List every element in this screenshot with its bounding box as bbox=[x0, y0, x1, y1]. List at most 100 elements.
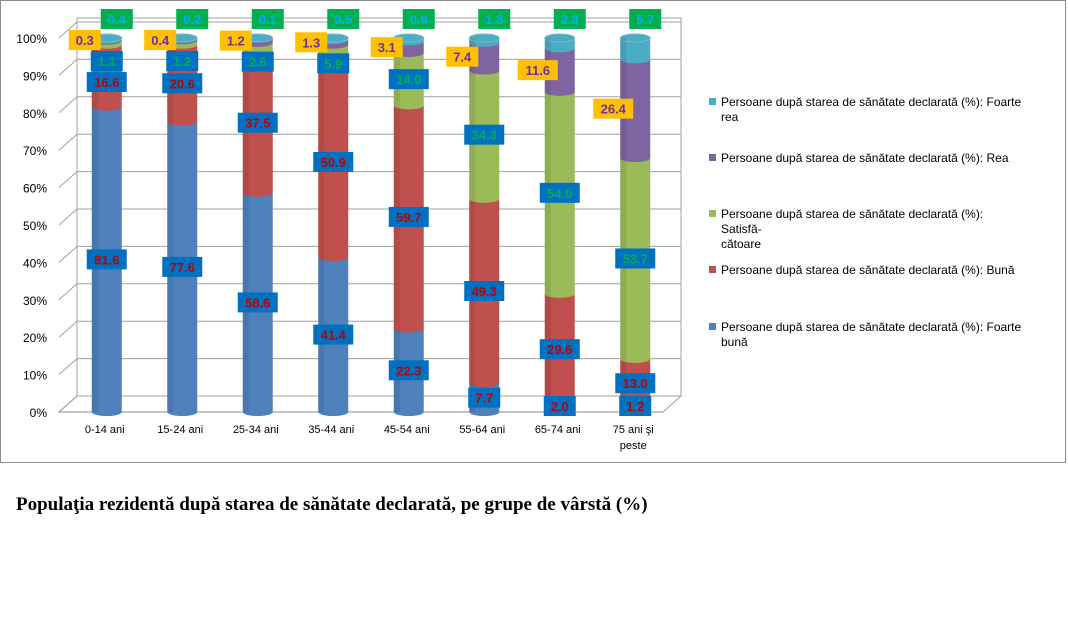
x-tick-label: 0-14 ani bbox=[85, 424, 125, 436]
bar-shade bbox=[91, 38, 98, 412]
data-label-box bbox=[402, 9, 435, 29]
data-label: 37.5 bbox=[245, 116, 270, 131]
chart-area: 0% 10% 20% 30% 40% 50% 60% 70% 80% 90% 100% 81.6 16.… bbox=[0, 0, 1066, 463]
data-label-box bbox=[370, 37, 403, 58]
y-tick-label: 50% bbox=[23, 219, 47, 233]
legend-label: cătoare bbox=[721, 237, 761, 251]
data-label-box bbox=[553, 9, 586, 29]
data-label-box bbox=[478, 9, 511, 29]
data-label-box bbox=[144, 30, 177, 50]
bar-shade bbox=[242, 38, 249, 412]
data-label: 1.3 bbox=[302, 35, 320, 50]
data-label-box bbox=[388, 360, 429, 381]
x-tick-label: peste bbox=[620, 440, 647, 452]
data-label-box bbox=[388, 206, 429, 227]
data-label-box bbox=[317, 53, 350, 74]
y-tick-label: 100% bbox=[16, 32, 47, 46]
data-label: 5.9 bbox=[324, 56, 342, 71]
legend-marker bbox=[709, 323, 716, 330]
data-label: 0.4 bbox=[151, 33, 170, 48]
x-tick-label: 15-24 ani bbox=[157, 424, 203, 436]
data-label-box bbox=[166, 51, 199, 71]
data-label-box bbox=[446, 46, 479, 67]
bar-shade bbox=[167, 38, 174, 412]
data-label: 16.6 bbox=[94, 75, 119, 90]
legend-label: Persoane după starea de sănătate declara… bbox=[721, 263, 1015, 277]
data-label-box bbox=[629, 9, 662, 29]
data-label: 41.4 bbox=[321, 328, 347, 343]
data-label: 3.1 bbox=[378, 40, 396, 55]
data-label: 0.1 bbox=[259, 12, 277, 27]
data-label: 0.4 bbox=[108, 12, 127, 27]
bar-top bbox=[619, 33, 651, 43]
bar-shade bbox=[318, 38, 325, 412]
data-label-box bbox=[539, 182, 580, 203]
data-label: 5.7 bbox=[636, 12, 654, 27]
data-label-box bbox=[295, 32, 328, 53]
data-label: 53.7 bbox=[623, 251, 648, 266]
y-tick-label: 20% bbox=[23, 331, 47, 345]
bar-shade bbox=[544, 38, 551, 412]
data-label-box bbox=[464, 124, 505, 145]
data-label-box bbox=[237, 292, 278, 313]
x-tick-label: 75 ani şi bbox=[613, 424, 654, 436]
data-label-box bbox=[313, 324, 354, 345]
y-tick-label: 40% bbox=[23, 256, 47, 270]
data-label: 29.6 bbox=[547, 342, 572, 357]
legend-marker bbox=[709, 98, 716, 105]
data-label: 81.6 bbox=[94, 252, 119, 267]
data-label: 0.3 bbox=[76, 33, 94, 48]
data-label-box bbox=[593, 98, 634, 119]
data-label: 1.2 bbox=[626, 399, 644, 414]
data-label: 0.9 bbox=[410, 12, 428, 27]
bar-top bbox=[544, 33, 576, 43]
data-label-box bbox=[468, 387, 501, 408]
y-tick-label: 60% bbox=[23, 182, 47, 196]
gridline bbox=[58, 58, 681, 76]
y-tick-label: 10% bbox=[23, 369, 47, 383]
data-label-box bbox=[219, 30, 252, 51]
data-label: 0.2 bbox=[183, 12, 201, 27]
data-label: 59.7 bbox=[396, 210, 421, 225]
data-label-box bbox=[313, 151, 354, 172]
data-label-box bbox=[464, 281, 505, 302]
data-label-box bbox=[619, 396, 652, 416]
gridline bbox=[58, 171, 681, 188]
data-label: 50.9 bbox=[321, 155, 346, 170]
data-label: 22.3 bbox=[396, 363, 421, 378]
data-label-box bbox=[615, 248, 656, 269]
data-label: 58.6 bbox=[245, 295, 270, 310]
data-label-box bbox=[327, 9, 360, 29]
data-label-box bbox=[241, 51, 274, 72]
data-label: 49.3 bbox=[472, 284, 497, 299]
x-tick-label: 65-74 ani bbox=[535, 424, 581, 436]
legend-label: Persoane după starea de sănătate declara… bbox=[721, 151, 1009, 165]
data-label-box bbox=[543, 396, 576, 416]
data-label-box bbox=[100, 9, 133, 29]
legend-label: rea bbox=[721, 110, 739, 124]
chart-title: Populaţia rezidentă după starea de sănăt… bbox=[16, 494, 648, 516]
data-label: 7.7 bbox=[475, 391, 493, 406]
data-label: 11.6 bbox=[525, 63, 550, 78]
data-label-box bbox=[251, 9, 284, 29]
data-label: 2.6 bbox=[249, 55, 267, 70]
legend-marker bbox=[709, 210, 716, 217]
gridline bbox=[58, 133, 681, 151]
data-label: 26.4 bbox=[601, 102, 627, 117]
gridline bbox=[58, 283, 681, 301]
gridline bbox=[58, 245, 681, 263]
x-tick-label: 45-54 ani bbox=[384, 424, 430, 436]
y-tick-label: 80% bbox=[23, 107, 47, 121]
y-tick-label: 30% bbox=[23, 294, 47, 308]
legend-marker bbox=[709, 154, 716, 161]
legend-label: Persoane după starea de sănătate declara… bbox=[721, 207, 983, 221]
x-tick-label: 25-34 ani bbox=[233, 424, 279, 436]
legend-marker bbox=[709, 266, 716, 273]
data-label-box bbox=[517, 60, 558, 81]
y-tick-label: 70% bbox=[23, 144, 47, 158]
x-tick-label: 35-44 ani bbox=[308, 424, 354, 436]
data-label: 54.0 bbox=[547, 186, 572, 201]
data-label: 1.3 bbox=[485, 12, 503, 27]
stacked-cylinder-chart: 0% 10% 20% 30% 40% 50% 60% 70% 80% 90% 100% 81.6 16.… bbox=[16, 9, 1022, 452]
data-label: 34.3 bbox=[472, 128, 497, 143]
